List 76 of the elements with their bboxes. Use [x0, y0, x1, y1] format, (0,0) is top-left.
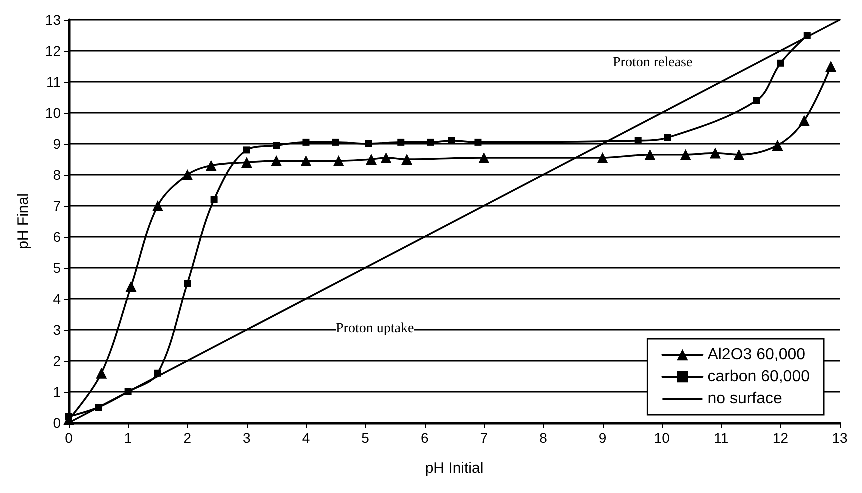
x-tick-label: 3 [243, 430, 252, 446]
x-tick-label: 13 [832, 430, 848, 446]
y-tick-label: 0 [53, 415, 62, 431]
x-tick-label: 6 [420, 430, 429, 446]
point [66, 413, 72, 420]
point [710, 148, 721, 159]
point [798, 115, 810, 126]
point [243, 146, 250, 154]
point [772, 140, 784, 152]
y-tick-label: 9 [53, 136, 62, 152]
point [271, 156, 282, 167]
point [448, 137, 456, 144]
point [152, 200, 164, 212]
point [777, 60, 784, 67]
x-tick-label: 0 [65, 430, 74, 446]
point [474, 138, 482, 146]
legend-label: no surface [708, 390, 783, 408]
point [241, 157, 252, 168]
point [644, 149, 656, 160]
point [664, 134, 672, 142]
point [300, 156, 312, 167]
point [124, 388, 132, 396]
point [182, 170, 194, 180]
y-tick-label: 6 [53, 229, 62, 245]
x-tick-label: 4 [302, 430, 310, 446]
y-tick-label: 13 [45, 12, 62, 28]
x-tick-label: 9 [598, 430, 607, 446]
point [365, 140, 372, 148]
y-tick-label: 12 [45, 43, 62, 59]
point [380, 152, 392, 164]
point [634, 137, 642, 144]
x-tick-label: 11 [714, 430, 729, 446]
point [302, 138, 310, 146]
point [96, 368, 108, 379]
y-tick-label: 3 [53, 322, 62, 338]
point [753, 97, 760, 104]
point [126, 281, 137, 292]
point [206, 160, 217, 172]
y-tick-label: 8 [53, 167, 62, 183]
x-tick-label: 5 [362, 430, 370, 446]
point [154, 370, 162, 377]
point [273, 142, 280, 150]
y-tick-label: 7 [53, 198, 62, 214]
point [427, 138, 434, 146]
x-tick-label: 12 [772, 430, 789, 446]
annotation: Proton release [613, 56, 693, 70]
x-axis-title: pH Initial [425, 460, 484, 477]
x-tick-label: 8 [540, 430, 548, 446]
y-tick-label: 11 [46, 74, 62, 90]
legend-label: Al2O3 60,000 [708, 346, 806, 364]
x-tick-label: 10 [654, 430, 670, 446]
point [398, 138, 405, 146]
point [478, 152, 490, 164]
y-tick-label: 4 [53, 291, 62, 307]
y-tick-label: 10 [45, 105, 62, 121]
point [332, 138, 340, 146]
legend-label: carbon 60,000 [708, 368, 810, 386]
point [366, 154, 377, 165]
y-tick-label: 2 [53, 353, 62, 369]
point [734, 149, 745, 160]
point [826, 61, 837, 72]
point [95, 404, 102, 411]
annotation: Proton uptake [336, 322, 414, 336]
point [210, 196, 218, 204]
point [680, 149, 692, 160]
x-tick-label: 2 [184, 430, 192, 446]
point [597, 152, 608, 164]
x-tick-label: 1 [124, 430, 132, 446]
y-axis-title: pH Final [15, 194, 32, 250]
y-tick-label: 1 [53, 384, 62, 400]
point [402, 154, 413, 165]
y-tick-label: 5 [53, 260, 62, 276]
x-tick-label: 7 [480, 430, 488, 446]
point [804, 32, 811, 39]
point [333, 156, 344, 167]
point [184, 280, 192, 287]
